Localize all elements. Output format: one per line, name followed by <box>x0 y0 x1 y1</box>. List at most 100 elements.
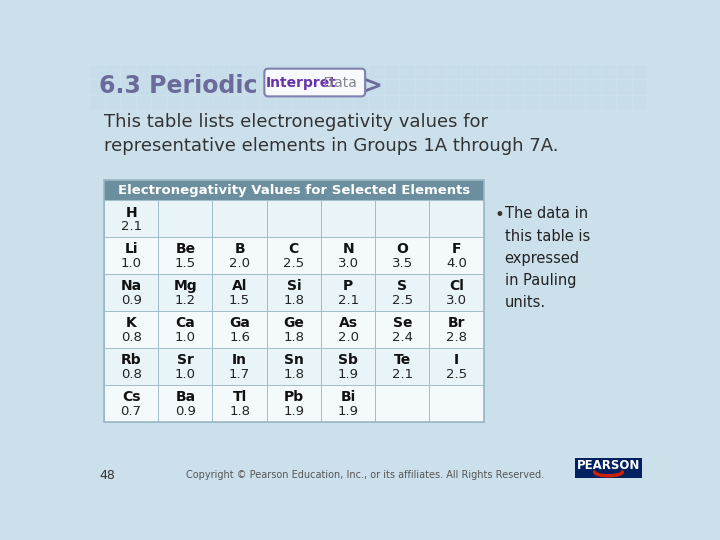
Text: 3.0: 3.0 <box>338 258 359 271</box>
Text: Sr: Sr <box>177 353 194 367</box>
Text: 1.8: 1.8 <box>284 368 305 381</box>
Text: 6.3 Periodic Trends >: 6.3 Periodic Trends > <box>99 75 383 98</box>
Bar <box>586 65 600 79</box>
Bar <box>212 274 266 311</box>
Text: 1.8: 1.8 <box>229 405 250 418</box>
Bar <box>276 65 291 79</box>
Bar <box>212 348 266 385</box>
Bar <box>245 96 260 110</box>
Bar <box>158 200 212 237</box>
Bar <box>369 80 384 95</box>
Bar <box>183 80 198 95</box>
Bar <box>632 96 647 110</box>
Bar <box>375 237 429 274</box>
Bar <box>212 385 266 422</box>
Bar <box>493 65 508 79</box>
Bar <box>104 200 158 237</box>
Bar <box>106 65 120 79</box>
Bar <box>321 348 375 385</box>
Bar <box>462 96 477 110</box>
Bar <box>446 80 462 95</box>
Text: 2.0: 2.0 <box>229 258 250 271</box>
Bar <box>214 96 229 110</box>
Bar <box>158 311 212 348</box>
Text: 2.5: 2.5 <box>446 368 467 381</box>
Bar <box>199 80 213 95</box>
Text: 1.8: 1.8 <box>284 332 305 345</box>
Text: Br: Br <box>448 316 465 330</box>
Bar <box>524 65 539 79</box>
FancyBboxPatch shape <box>264 69 365 96</box>
Bar <box>321 311 375 348</box>
Bar <box>261 96 275 110</box>
Bar <box>90 65 104 79</box>
Bar <box>477 65 492 79</box>
Text: B: B <box>234 242 245 256</box>
Bar <box>212 237 266 274</box>
Bar <box>152 80 167 95</box>
Bar <box>338 80 353 95</box>
Bar <box>168 80 182 95</box>
Bar <box>230 96 244 110</box>
Text: I: I <box>454 353 459 367</box>
Text: Electronegativity Values for Selected Elements: Electronegativity Values for Selected El… <box>117 184 470 197</box>
Bar <box>104 180 484 422</box>
Text: Copyright © Pearson Education, Inc., or its affiliates. All Rights Reserved.: Copyright © Pearson Education, Inc., or … <box>186 470 544 480</box>
Bar <box>429 385 484 422</box>
Bar <box>431 96 446 110</box>
Text: P: P <box>343 279 354 293</box>
Text: 2.8: 2.8 <box>446 332 467 345</box>
Bar <box>121 80 136 95</box>
Bar <box>307 80 322 95</box>
Text: Ca: Ca <box>176 316 195 330</box>
Text: 1.0: 1.0 <box>175 332 196 345</box>
Bar <box>158 237 212 274</box>
Bar <box>429 274 484 311</box>
Text: H: H <box>125 206 137 220</box>
Text: 2.4: 2.4 <box>392 332 413 345</box>
Text: 0.8: 0.8 <box>121 332 142 345</box>
Bar <box>632 80 647 95</box>
Text: Mg: Mg <box>174 279 197 293</box>
Bar <box>462 80 477 95</box>
Text: C: C <box>289 242 299 256</box>
Text: As: As <box>338 316 358 330</box>
Bar <box>493 96 508 110</box>
Bar <box>152 65 167 79</box>
Text: 3.5: 3.5 <box>392 258 413 271</box>
Text: Be: Be <box>175 242 195 256</box>
Bar <box>384 80 399 95</box>
Bar <box>168 96 182 110</box>
Text: 1.2: 1.2 <box>175 294 196 307</box>
Bar <box>601 65 616 79</box>
Text: 2.1: 2.1 <box>120 220 142 233</box>
Bar <box>158 385 212 422</box>
Text: 3.0: 3.0 <box>446 294 467 307</box>
Bar <box>570 65 585 79</box>
Bar <box>321 385 375 422</box>
Bar <box>431 80 446 95</box>
Bar <box>137 65 151 79</box>
Bar <box>90 96 104 110</box>
Bar <box>338 65 353 79</box>
Text: Pb: Pb <box>284 390 304 404</box>
Text: 2.1: 2.1 <box>338 294 359 307</box>
Bar <box>354 80 368 95</box>
Text: 2.5: 2.5 <box>392 294 413 307</box>
Bar <box>90 65 648 103</box>
Text: Sb: Sb <box>338 353 358 367</box>
Bar <box>261 65 275 79</box>
Text: Tl: Tl <box>233 390 247 404</box>
Bar <box>104 385 158 422</box>
Bar <box>586 80 600 95</box>
Bar <box>230 80 244 95</box>
Bar <box>446 96 462 110</box>
Bar <box>400 65 415 79</box>
Bar <box>168 65 182 79</box>
Bar <box>508 65 523 79</box>
Text: Cl: Cl <box>449 279 464 293</box>
Text: This table lists electronegativity values for
representative elements in Groups : This table lists electronegativity value… <box>104 112 559 155</box>
Bar <box>539 65 554 79</box>
Bar <box>292 96 306 110</box>
Bar <box>121 96 136 110</box>
